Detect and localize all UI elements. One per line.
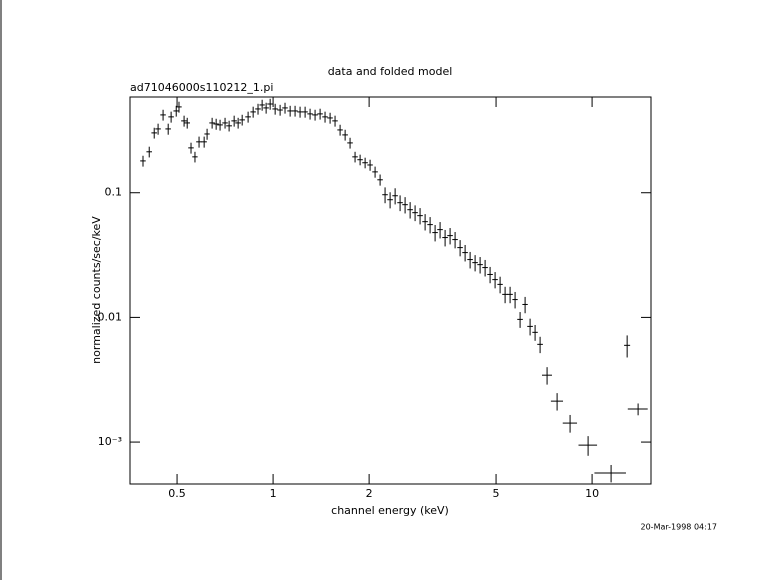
y-tick-label: 10⁻³ (98, 435, 122, 448)
chart-title: data and folded model (328, 65, 453, 78)
x-tick-label: 1 (270, 487, 277, 500)
x-tick-label: 2 (366, 487, 373, 500)
x-axis-label: channel energy (keV) (331, 504, 449, 517)
y-tick-label: 0.01 (98, 310, 123, 323)
y-axis-label: normalized counts/sec/keV (90, 216, 103, 364)
x-tick-label: 0.5 (168, 487, 186, 500)
y-tick-label: 0.1 (105, 186, 123, 199)
x-tick-label: 5 (493, 487, 500, 500)
x-tick-label: 10 (585, 487, 599, 500)
plot-frame (129, 96, 652, 485)
chart-subtitle: ad71046000s110212_1.pi (130, 81, 273, 94)
timestamp: 20-Mar-1998 04:17 (641, 523, 718, 532)
